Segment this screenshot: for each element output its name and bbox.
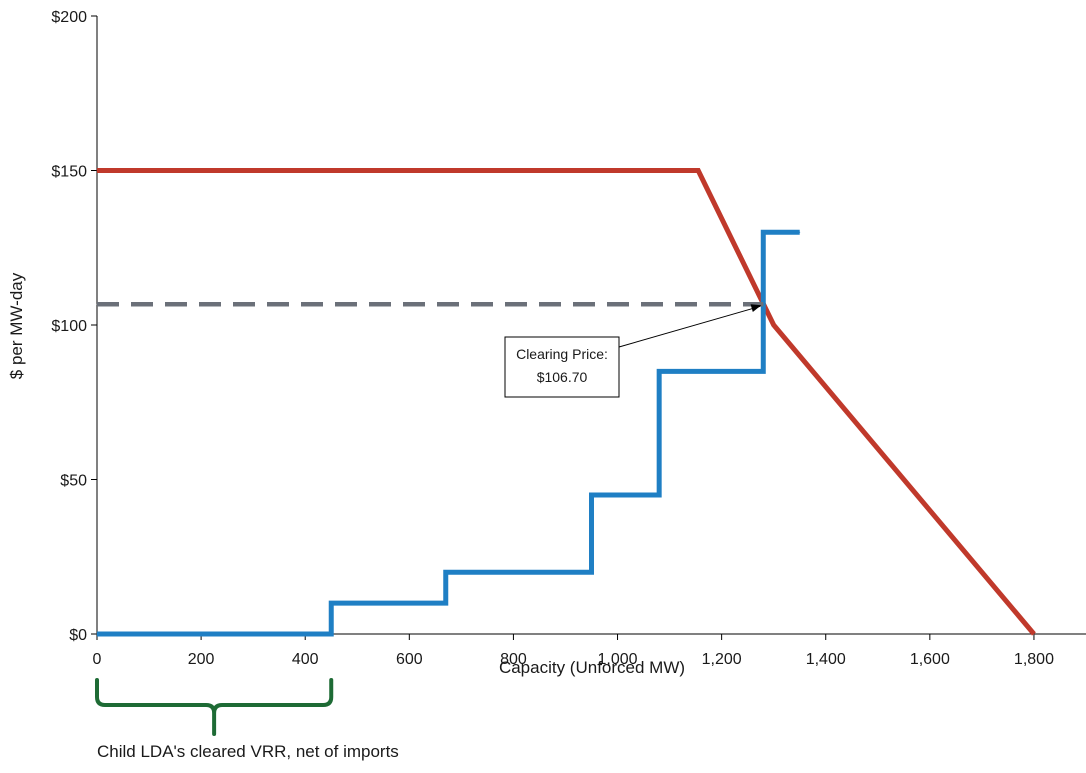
supply-point	[658, 494, 660, 496]
y-tick-label: $100	[51, 318, 87, 335]
supply-series	[97, 229, 800, 637]
supply-point	[658, 370, 660, 372]
clearing-price-label-line-2: $106.70	[537, 369, 588, 385]
supply-point	[762, 370, 764, 372]
cleared-vrr-brace	[95, 678, 334, 736]
supply-point	[445, 571, 447, 573]
x-tick-label: 600	[396, 651, 423, 668]
supply-point	[330, 633, 332, 635]
supply-point	[762, 231, 764, 233]
x-tick-label: 1,800	[1014, 651, 1054, 668]
x-tick-label: 1,200	[702, 651, 742, 668]
demand-point	[697, 170, 699, 171]
clearing-price-arrow-line	[618, 305, 761, 348]
clearing-price-arrow-head	[750, 304, 762, 312]
demand-series	[97, 168, 1036, 636]
clearing-price-callout-box	[504, 336, 620, 398]
x-tick-label: 1,400	[806, 651, 846, 668]
y-tick-label: $0	[69, 627, 87, 644]
x-tick-label: 1,000	[598, 651, 638, 668]
supply-point	[799, 231, 801, 233]
supply-point	[96, 633, 98, 635]
y-tick-label: $150	[51, 164, 87, 181]
y-tick-label: $50	[60, 473, 87, 490]
clearing-price-label-line-1: Clearing Price:	[516, 346, 608, 362]
x-tick-label: 1,600	[910, 651, 950, 668]
supply-point	[445, 602, 447, 604]
demand-point	[96, 170, 98, 171]
supply-point	[591, 494, 592, 496]
clearing-price-line-point	[762, 303, 764, 305]
x-tick-label: 400	[292, 651, 319, 668]
supply-point	[330, 602, 332, 604]
supply-point	[591, 571, 592, 573]
x-tick-label: 0	[93, 651, 102, 668]
x-axis-title: Capacity (Unforced MW)	[499, 658, 685, 677]
y-axis-title: $ per MW-day	[7, 272, 26, 379]
brace-label: Child LDA's cleared VRR, net of imports	[97, 742, 399, 761]
clearing-price-line-point	[96, 303, 98, 305]
demand-point	[773, 324, 775, 326]
y-tick-label: $200	[51, 9, 87, 26]
annotation-layer: Clearing Price: $106.70	[95, 304, 762, 736]
x-tick-label: 800	[500, 651, 527, 668]
demand-point	[1033, 633, 1035, 635]
x-tick-label: 200	[188, 651, 215, 668]
series-layer	[96, 168, 1036, 637]
